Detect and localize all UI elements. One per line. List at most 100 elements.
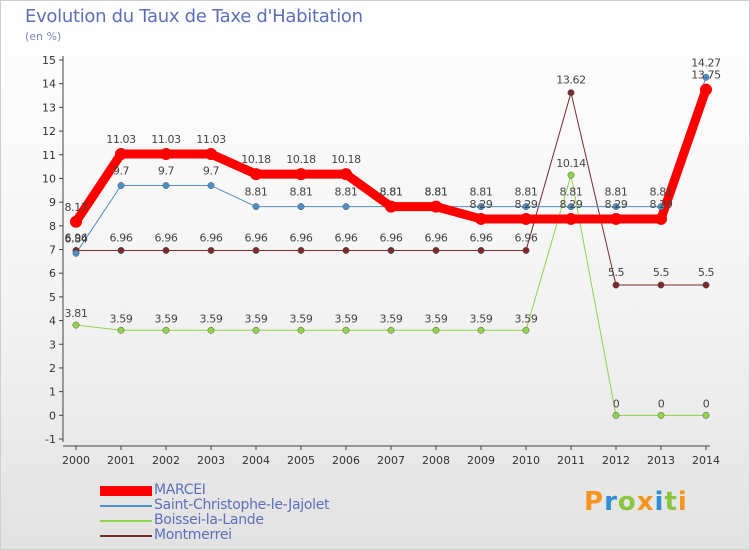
logo-letter: P <box>584 487 605 517</box>
x-tick-label: 2002 <box>152 454 180 467</box>
y-tick-label: 15 <box>42 54 56 67</box>
logo-letter: r <box>604 487 618 517</box>
data-point <box>295 168 307 181</box>
data-point <box>612 203 620 211</box>
data-label: 6.96 <box>110 231 133 244</box>
data-label: 8.17 <box>65 201 88 214</box>
data-point <box>162 326 170 334</box>
data-point <box>72 249 80 257</box>
x-tick-label: 2007 <box>377 454 405 467</box>
data-label: 6.96 <box>155 231 178 244</box>
data-point <box>567 89 575 97</box>
data-point <box>117 246 125 254</box>
data-label: 8.81 <box>605 186 628 199</box>
data-point <box>252 203 260 211</box>
data-label: 3.81 <box>65 307 88 320</box>
data-point <box>340 168 352 181</box>
legend-swatch-saint-christophe <box>100 505 152 507</box>
data-point <box>117 326 125 334</box>
logo-letter: o <box>617 487 637 517</box>
data-label: 8.81 <box>515 186 538 199</box>
data-label: 3.59 <box>245 312 268 325</box>
data-label: 8.29 <box>650 198 673 211</box>
y-tick-label: 8 <box>49 220 56 233</box>
data-point <box>297 203 305 211</box>
x-tick-label: 2005 <box>287 454 315 467</box>
data-label: 8.29 <box>605 198 628 211</box>
data-label: 14.27 <box>691 56 721 69</box>
data-point <box>297 326 305 334</box>
x-tick-label: 2004 <box>242 454 270 467</box>
data-label: 6.84 <box>65 232 88 245</box>
data-point <box>207 326 215 334</box>
data-point <box>432 246 440 254</box>
data-point <box>387 326 395 334</box>
data-point <box>162 246 170 254</box>
data-point <box>610 212 622 225</box>
data-label: 11.03 <box>196 133 226 146</box>
data-point <box>117 182 125 189</box>
y-tick-label: 4 <box>49 315 56 328</box>
data-label: 6.96 <box>425 231 448 244</box>
data-point <box>520 212 532 225</box>
x-tick-label: 2006 <box>332 454 360 467</box>
data-label: 0 <box>658 397 665 410</box>
data-label: 3.59 <box>110 312 133 325</box>
data-point <box>702 73 710 81</box>
data-label: 8.29 <box>515 198 538 211</box>
y-tick-label: 6 <box>49 267 56 280</box>
proxiti-logo: Proxiti <box>584 487 688 517</box>
data-label: 8.81 <box>380 186 403 199</box>
data-point <box>342 326 350 334</box>
y-tick-label: -1 <box>45 433 56 446</box>
y-tick-label: 12 <box>42 125 56 138</box>
y-tick-label: 1 <box>49 386 56 399</box>
y-tick-label: 0 <box>49 409 56 422</box>
data-label: 8.29 <box>470 198 493 211</box>
data-label: 3.59 <box>290 312 313 325</box>
data-label: 6.96 <box>245 231 268 244</box>
data-label: 3.59 <box>200 312 223 325</box>
data-label: 3.59 <box>425 312 448 325</box>
data-label: 6.96 <box>515 231 538 244</box>
legend-label-saint-christophe: Saint-Christophe-le-Jajolet <box>154 497 330 513</box>
x-tick-label: 2003 <box>197 454 225 467</box>
y-tick-label: 5 <box>49 291 56 304</box>
data-label: 8.81 <box>335 186 358 199</box>
data-point <box>700 83 712 96</box>
data-point <box>475 212 487 225</box>
data-label: 5.5 <box>653 266 670 279</box>
data-label: 0 <box>703 397 710 410</box>
data-label: 9.7 <box>113 165 130 178</box>
data-label: 11.03 <box>106 133 136 146</box>
data-label: 13.75 <box>691 69 721 82</box>
y-tick-label: 2 <box>49 362 56 375</box>
data-point <box>477 203 485 211</box>
x-tick-label: 2013 <box>647 454 675 467</box>
data-label: 3.59 <box>380 312 403 325</box>
logo-letter: i <box>677 487 688 517</box>
data-label: 6.96 <box>380 231 403 244</box>
data-point <box>160 148 172 161</box>
data-label: 8.81 <box>560 186 583 199</box>
data-point <box>205 148 217 161</box>
logo-letter: i <box>654 487 665 517</box>
data-point <box>477 246 485 254</box>
data-point <box>567 203 575 211</box>
data-label: 6.96 <box>290 231 313 244</box>
data-point <box>522 246 530 254</box>
data-point <box>430 200 442 213</box>
data-point <box>207 246 215 254</box>
data-label: 11.03 <box>151 133 181 146</box>
data-point <box>702 281 710 289</box>
data-point <box>162 182 170 189</box>
x-tick-label: 2000 <box>62 454 90 467</box>
y-tick-label: 7 <box>49 244 56 257</box>
data-label: 5.5 <box>608 266 625 279</box>
data-label: 8.81 <box>425 186 448 199</box>
data-label: 8.81 <box>245 186 268 199</box>
logo-letter: x <box>636 487 655 517</box>
data-point <box>250 168 262 181</box>
data-point <box>115 148 127 161</box>
